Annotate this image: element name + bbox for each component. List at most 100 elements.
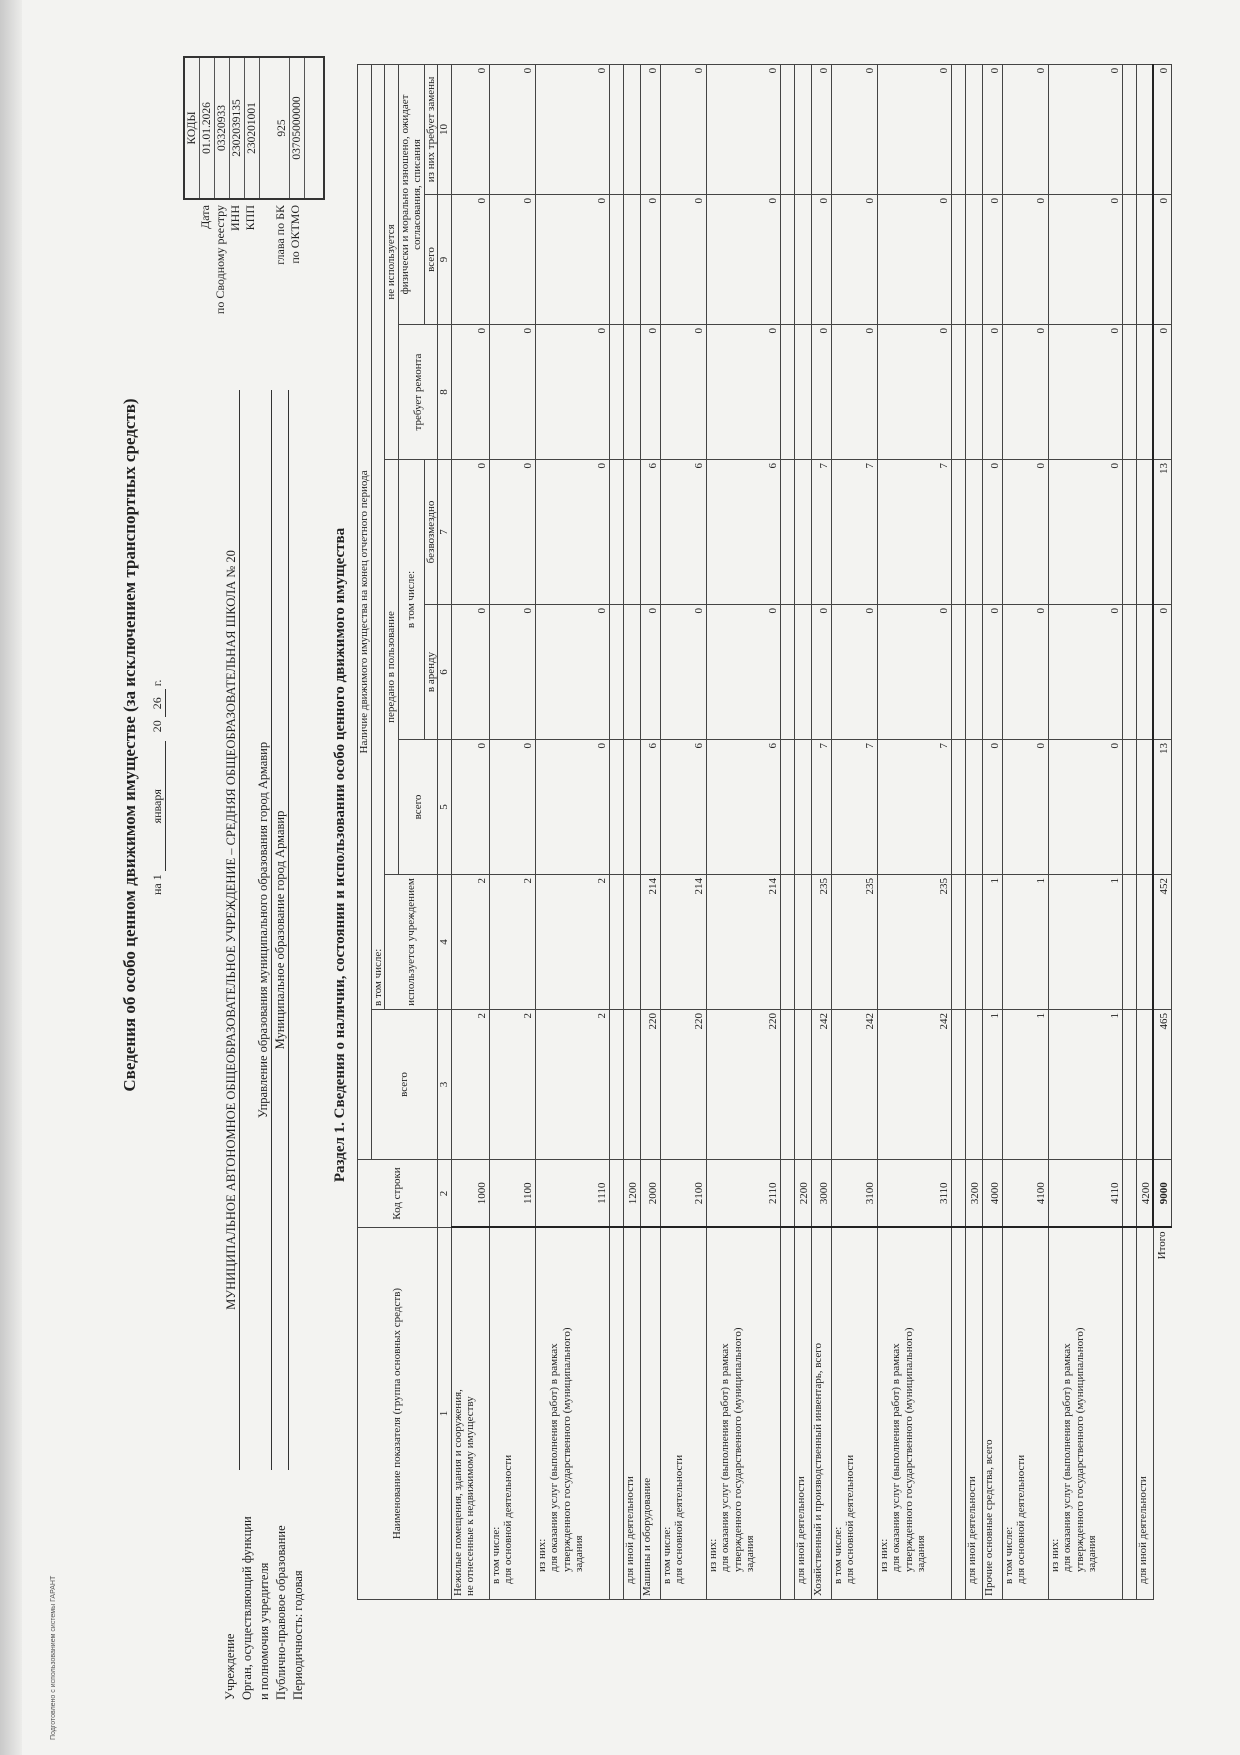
row-code: [609, 1159, 623, 1228]
column-number: 2: [437, 1159, 451, 1228]
row-code: [780, 1159, 794, 1228]
table-row: Хозяйственный и производственный инвента…: [811, 64, 831, 1600]
row-value-col-4: [951, 874, 965, 1010]
row-value-col-4: 1: [1002, 874, 1048, 1010]
row-value-col-10: [794, 64, 811, 195]
row-value-col-10: [1136, 64, 1153, 195]
row-value-col-3: 242: [831, 1009, 877, 1160]
total-label: Итого: [1156, 1231, 1168, 1260]
row-value-col-5: [965, 739, 982, 875]
row-value-col-7: 6: [706, 459, 780, 605]
row-value-col-8: 0: [1002, 324, 1048, 460]
row-value-col-9: [1136, 194, 1153, 325]
row-value-col-3: 2: [489, 1009, 535, 1160]
row-value-col-6: 0: [706, 604, 780, 740]
row-value-col-7: [609, 459, 623, 605]
row-name-line: для оказания услуг (выполнения работ) в …: [548, 1343, 560, 1572]
row-name: из них: для оказания услуг (выполнения ра…: [706, 1227, 780, 1600]
row-value-col-3: 1: [1002, 1009, 1048, 1160]
row-name: в том числе: для основной деятельности: [660, 1227, 706, 1600]
total-value-col-7: 13: [1153, 459, 1171, 605]
row-value-col-8: [794, 324, 811, 460]
row-value-col-3: 220: [660, 1009, 706, 1160]
row-value-col-6: 0: [877, 604, 951, 740]
row-value-col-8: [965, 324, 982, 460]
table-row: Нежилые помещения, здания и сооружения, н…: [451, 64, 489, 1600]
row-name: для иной деятельности: [623, 1227, 640, 1600]
row-name: [780, 1227, 794, 1600]
row-name-line: из них:: [535, 1538, 548, 1572]
row-value-col-6: [623, 604, 640, 740]
row-value-col-4: 235: [811, 874, 831, 1010]
row-value-col-6: 0: [451, 604, 489, 740]
row-name-line: в том числе:: [660, 1526, 673, 1584]
code-label-date: Дата: [198, 205, 212, 229]
header-total: всего: [371, 1009, 438, 1160]
column-number: 9: [437, 194, 451, 325]
row-value-col-4: [623, 874, 640, 1010]
row-value-col-10: 0: [706, 64, 780, 195]
row-value-col-4: 2: [535, 874, 609, 1010]
row-code: 4110: [1048, 1159, 1122, 1228]
total-value-col-9: 0: [1153, 194, 1171, 325]
row-value-col-9: 0: [877, 194, 951, 325]
row-value-col-6: [1122, 604, 1136, 740]
report-date: на 1 января 20 26 г.: [150, 680, 166, 895]
row-value-col-6: 0: [1002, 604, 1048, 740]
row-value-col-9: 0: [489, 194, 535, 325]
row-value-col-7: 7: [831, 459, 877, 605]
row-value-col-3: 1: [982, 1009, 1002, 1160]
code-date: 01.01.2026: [199, 58, 214, 198]
row-name: для иной деятельности: [794, 1227, 811, 1600]
row-value-col-4: [780, 874, 794, 1010]
code-label-oktmo: по ОКТМО: [288, 205, 302, 264]
row-value-col-6: [609, 604, 623, 740]
codes-header: КОДЫ: [186, 111, 198, 145]
header-transferred-total: всего: [398, 739, 438, 875]
row-name: из них: для оказания услуг (выполнения ра…: [535, 1227, 609, 1600]
row-value-col-10: 0: [1048, 64, 1122, 195]
row-name-line: для основной деятельности: [1015, 1454, 1027, 1584]
code-labels: Дата по Сводному реестру ИНН КПП глава п…: [198, 205, 303, 375]
row-name-line: в том числе:: [1002, 1526, 1015, 1584]
header-needs-repair: требует ремонта: [398, 324, 438, 460]
row-value-col-7: 0: [451, 459, 489, 605]
row-value-col-5: 0: [1002, 739, 1048, 875]
table-row: [1122, 64, 1136, 1600]
row-value-col-8: [1136, 324, 1153, 460]
row-value-col-5: [1136, 739, 1153, 875]
row-value-col-10: [780, 64, 794, 195]
row-value-col-9: [794, 194, 811, 325]
row-value-col-7: 6: [660, 459, 706, 605]
header-availability: Наличие движимого имущества на конец отч…: [357, 64, 371, 1160]
row-value-col-7: [1122, 459, 1136, 605]
row-code: [951, 1159, 965, 1228]
column-number: 6: [437, 604, 451, 740]
header-worn-total: всего: [424, 194, 438, 325]
row-value-col-10: 0: [811, 64, 831, 195]
row-value-col-3: 2: [451, 1009, 489, 1160]
table-row: Машины и оборудование 2000 220 214 6 0 6 0 0 0: [640, 64, 660, 1600]
row-value-col-3: 242: [811, 1009, 831, 1160]
row-value-col-9: 0: [451, 194, 489, 325]
row-value-col-5: 7: [811, 739, 831, 875]
row-value-col-3: [623, 1009, 640, 1160]
row-value-col-3: 220: [706, 1009, 780, 1160]
row-name: из них: для оказания услуг (выполнения ра…: [1048, 1227, 1122, 1600]
row-name-line: из них:: [706, 1538, 719, 1572]
header-used: используется учреждением: [384, 874, 438, 1010]
row-value-col-7: [623, 459, 640, 605]
row-value-col-5: 0: [489, 739, 535, 875]
garant-note: Подготовлено с использованием системы ГА…: [50, 1575, 57, 1740]
row-code: 2100: [660, 1159, 706, 1228]
table-row: в том числе: для основной деятельности 410…: [1002, 64, 1048, 1600]
row-value-col-10: 0: [877, 64, 951, 195]
row-value-col-3: [794, 1009, 811, 1160]
code-bk: 925: [259, 58, 289, 198]
row-value-col-3: [1122, 1009, 1136, 1160]
row-name-line: задания: [573, 1535, 585, 1572]
row-code: 2110: [706, 1159, 780, 1228]
row-value-col-10: 0: [640, 64, 660, 195]
code-empty: [304, 58, 323, 198]
row-value-col-5: 0: [1048, 739, 1122, 875]
